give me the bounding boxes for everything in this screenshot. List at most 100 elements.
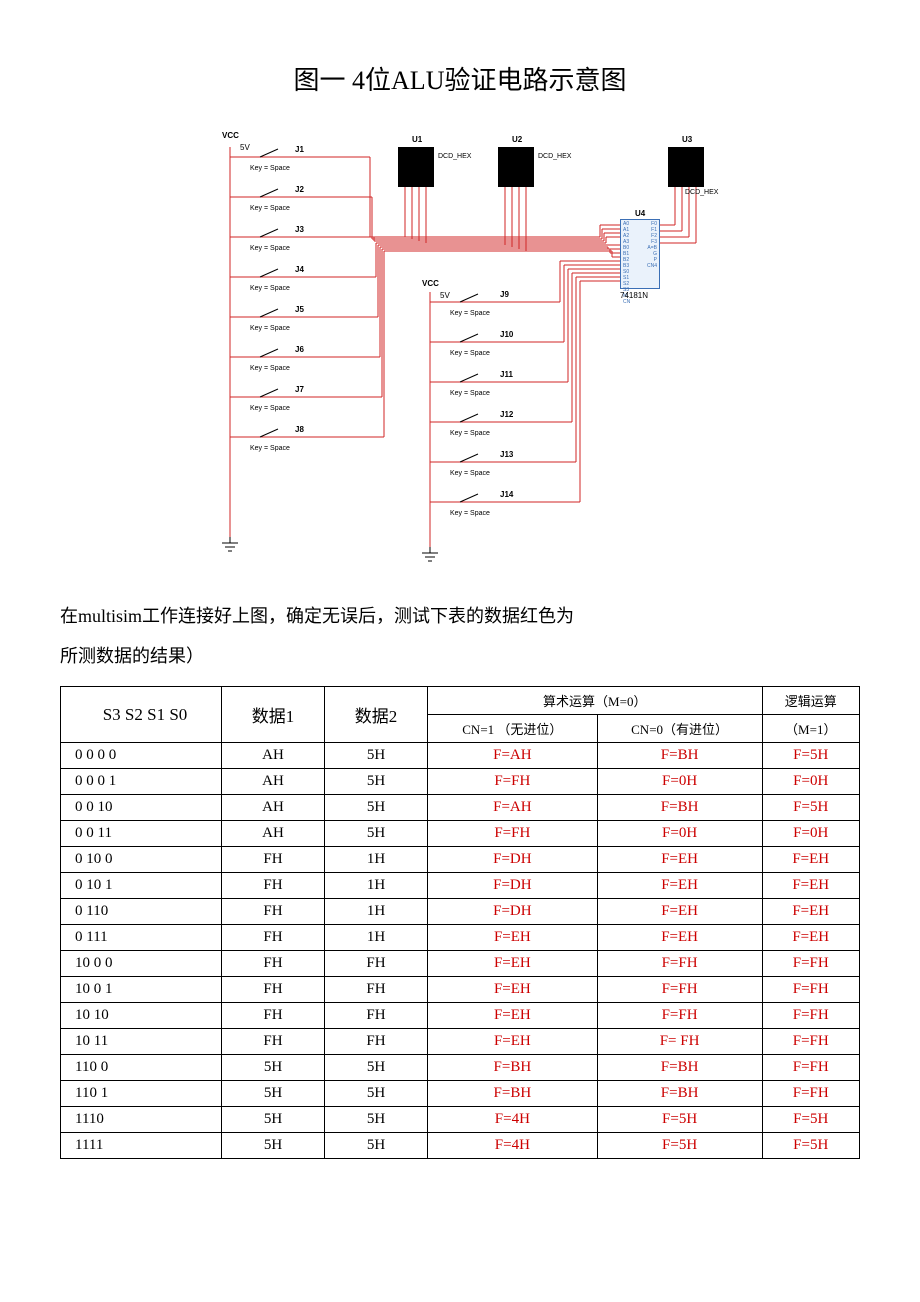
switch-j12: J12 — [500, 410, 513, 419]
table-row: 10 10FHFHF=EHF=FHF=FH — [61, 1003, 860, 1029]
cell-logic: F=FH — [762, 977, 860, 1003]
vcc-volt-left: 5V — [240, 143, 250, 152]
cell-cn0: F=5H — [597, 1133, 762, 1159]
cell-cn0: F=BH — [597, 1055, 762, 1081]
page-title: 图一 4位ALU验证电路示意图 — [60, 60, 860, 97]
display-u1-id: U1 — [412, 135, 422, 144]
th-s: S3 S2 S1 S0 — [61, 687, 222, 743]
table-row: 0 10 1FH1HF=DHF=EHF=EH — [61, 873, 860, 899]
cell-d1: FH — [222, 977, 325, 1003]
table-row: 10 11FHFHF=EHF= FHF=FH — [61, 1029, 860, 1055]
cell-cn0: F=FH — [597, 951, 762, 977]
cell-logic: F=5H — [762, 743, 860, 769]
cell-d1: FH — [222, 847, 325, 873]
key-j1: Key = Space — [250, 165, 290, 172]
cell-d2: 5H — [325, 1133, 428, 1159]
cell-cn0: F=EH — [597, 847, 762, 873]
cell-cn1: F=AH — [428, 743, 598, 769]
switch-j7: J7 — [295, 385, 304, 394]
cell-d2: 5H — [325, 795, 428, 821]
cell-s: 110 0 — [61, 1055, 222, 1081]
cell-logic: F=5H — [762, 795, 860, 821]
key-j6: Key = Space — [250, 365, 290, 372]
cell-cn1: F=AH — [428, 795, 598, 821]
th-logic-top: 逻辑运算 — [762, 687, 860, 715]
cell-cn1: F=EH — [428, 925, 598, 951]
cell-cn1: F=DH — [428, 847, 598, 873]
cell-s: 0 110 — [61, 899, 222, 925]
cell-cn0: F=FH — [597, 1003, 762, 1029]
cell-cn1: F=FH — [428, 769, 598, 795]
switch-j5: J5 — [295, 305, 304, 314]
th-d2: 数据2 — [325, 687, 428, 743]
cell-d2: 5H — [325, 1081, 428, 1107]
key-j12: Key = Space — [450, 430, 490, 437]
cell-d2: 1H — [325, 925, 428, 951]
cell-logic: F=FH — [762, 951, 860, 977]
table-row: 10 0 1FHFHF=EHF=FHF=FH — [61, 977, 860, 1003]
cell-logic: F=5H — [762, 1107, 860, 1133]
cell-logic: F=FH — [762, 1003, 860, 1029]
cell-s: 0 0 11 — [61, 821, 222, 847]
cell-d2: 5H — [325, 743, 428, 769]
cell-s: 0 111 — [61, 925, 222, 951]
cell-d1: FH — [222, 951, 325, 977]
cell-s: 10 10 — [61, 1003, 222, 1029]
cell-d2: 1H — [325, 847, 428, 873]
paragraph-line-1: 在multisim工作连接好上图，确定无误后，测试下表的数据红色为 — [60, 606, 574, 626]
cell-logic: F=EH — [762, 899, 860, 925]
cell-d2: FH — [325, 951, 428, 977]
switch-j2: J2 — [295, 185, 304, 194]
table-row: 0 111FH1HF=EHF=EHF=EH — [61, 925, 860, 951]
cell-cn0: F=FH — [597, 977, 762, 1003]
cell-d1: 5H — [222, 1081, 325, 1107]
key-j13: Key = Space — [450, 470, 490, 477]
cell-d1: AH — [222, 769, 325, 795]
table-row: 11115H5HF=4HF=5HF=5H — [61, 1133, 860, 1159]
cell-logic: F=EH — [762, 925, 860, 951]
switch-j3: J3 — [295, 225, 304, 234]
cell-cn0: F=EH — [597, 899, 762, 925]
cell-logic: F=FH — [762, 1055, 860, 1081]
cell-cn0: F=BH — [597, 795, 762, 821]
switch-j10: J10 — [500, 330, 513, 339]
cell-cn1: F=4H — [428, 1133, 598, 1159]
display-u1-type: DCD_HEX — [438, 153, 471, 160]
th-logic-sub: （M=1） — [762, 715, 860, 743]
cell-d2: 1H — [325, 873, 428, 899]
switch-j6: J6 — [295, 345, 304, 354]
cell-d1: 5H — [222, 1107, 325, 1133]
cell-s: 0 10 0 — [61, 847, 222, 873]
cell-d1: FH — [222, 925, 325, 951]
cell-cn0: F=BH — [597, 1081, 762, 1107]
cell-d1: FH — [222, 873, 325, 899]
cell-d1: AH — [222, 821, 325, 847]
key-j5: Key = Space — [250, 325, 290, 332]
results-tbody: 0 0 0 0AH5HF=AHF=BHF=5H0 0 0 1AH5HF=FHF=… — [61, 743, 860, 1159]
cell-cn0: F=EH — [597, 925, 762, 951]
cell-cn1: F=EH — [428, 977, 598, 1003]
cell-cn0: F=0H — [597, 769, 762, 795]
cell-s: 1111 — [61, 1133, 222, 1159]
switch-j4: J4 — [295, 265, 304, 274]
display-u2-type: DCD_HEX — [538, 153, 571, 160]
table-row: 10 0 0FHFHF=EHF=FHF=FH — [61, 951, 860, 977]
cell-cn0: F=BH — [597, 743, 762, 769]
cell-d2: 5H — [325, 1107, 428, 1133]
display-u1 — [398, 147, 434, 187]
results-table: S3 S2 S1 S0 数据1 数据2 算术运算（M=0） 逻辑运算 CN=1 … — [60, 686, 860, 1159]
vcc-label-right: VCC — [422, 279, 439, 288]
cell-s: 1110 — [61, 1107, 222, 1133]
cell-d2: 5H — [325, 1055, 428, 1081]
cell-d1: FH — [222, 1029, 325, 1055]
cell-cn1: F=DH — [428, 873, 598, 899]
cell-d2: 5H — [325, 769, 428, 795]
cell-d2: FH — [325, 1029, 428, 1055]
cell-logic: F=EH — [762, 847, 860, 873]
display-u2 — [498, 147, 534, 187]
table-row: 0 0 11AH5HF=FHF=0HF=0H — [61, 821, 860, 847]
cell-s: 10 0 1 — [61, 977, 222, 1003]
table-row: 0 110FH1HF=DHF=EHF=EH — [61, 899, 860, 925]
cell-d2: 1H — [325, 899, 428, 925]
cell-cn0: F=EH — [597, 873, 762, 899]
